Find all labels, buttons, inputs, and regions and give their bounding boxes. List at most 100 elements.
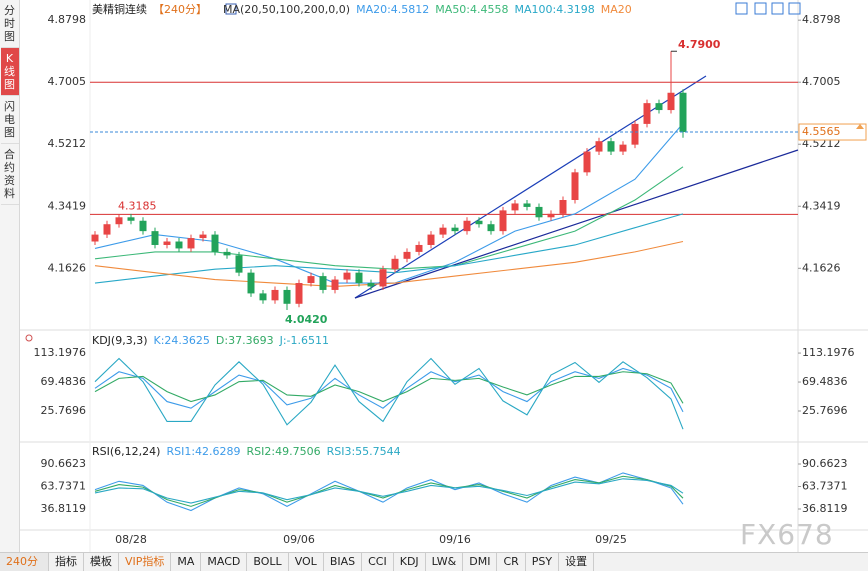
toolbar-tab[interactable]: KDJ [394,553,426,571]
y-tick-label: 4.7005 [48,75,87,88]
candle-body [523,203,531,207]
candle-body [151,231,159,245]
candle-body [115,217,123,225]
toolbar-tab[interactable]: CR [497,553,526,571]
candle-body [535,206,543,218]
candle-body [415,244,423,252]
indicator-line [94,472,684,512]
y-tick-label: 4.8798 [48,13,87,26]
candle-body [451,227,459,232]
legend-entry: RSI3:55.7544 [327,445,401,458]
chart-title: 美精铜连续 [92,2,147,16]
side-tab[interactable]: 闪电图 [0,96,19,144]
low-label: 4.0420 [285,313,328,326]
legend-entry: D:37.3693 [216,334,274,347]
toolbar-tab[interactable]: DMI [463,553,498,571]
toolbar-tab[interactable]: PSY [526,553,560,571]
icon-button[interactable] [735,2,748,15]
candle-body [619,144,627,152]
candle-body [295,283,303,304]
indicator-icon[interactable] [225,3,237,15]
y-tick-label: 36.8119 [41,502,87,515]
candle-body [391,258,399,270]
candle-body [403,251,411,259]
y-tick-label: 25.7696 [802,404,848,417]
toolbar-tab[interactable]: VIP指标 [119,553,172,571]
candle-body [427,234,435,245]
toolbar-tab[interactable]: 指标 [49,553,84,571]
candle-body [163,241,171,245]
candle-body [571,172,579,200]
y-tick-label: 69.4836 [41,375,87,388]
indicator-label: MA(20,50,100,200,0,0) [223,3,350,16]
y-tick-label: 25.7696 [41,404,87,417]
y-tick-label: 113.1976 [802,346,855,359]
legend-entry: MA50:4.4558 [435,3,508,16]
y-tick-label: 90.6623 [802,457,848,470]
side-tab[interactable]: 合约资料 [0,144,19,205]
toolbar-tab[interactable]: BOLL [247,553,289,571]
candle-body [331,279,339,290]
y-tick-label: 113.1976 [34,346,87,359]
toolbar-tab[interactable]: 设置 [559,553,595,571]
candle-body [499,210,507,232]
candle-body [223,251,231,256]
candle-body [91,234,99,242]
candle-body [355,272,363,284]
y-tick-label: 90.6623 [41,457,87,470]
trend-line[interactable] [354,149,799,299]
y-tick-label: 63.7371 [41,480,87,493]
legend-entry: MA20:4.5812 [356,3,429,16]
candle-body [487,224,495,232]
y-tick-label: 36.8119 [802,502,848,515]
candle-body [283,289,291,304]
icon-button[interactable] [771,2,784,15]
candle-body [235,255,243,273]
toolbar-tab[interactable]: VOL [289,553,324,571]
candle-body [631,123,639,145]
candle-body [247,272,255,294]
icon-button[interactable] [754,2,767,15]
toolbar-tab[interactable]: MA [171,553,202,571]
last-price-marker [856,124,864,130]
candle-body [511,203,519,211]
toolbar-tab[interactable]: 模板 [84,553,119,571]
candle-body [343,272,351,280]
x-tick-label: 09/25 [595,533,627,546]
toolbar-tab[interactable]: LW& [426,553,464,571]
legend-entry: MA20 [601,3,632,16]
y-tick-label: 63.7371 [802,480,848,493]
candle-body [475,220,483,225]
legend-entry: MA100:4.3198 [515,3,595,16]
toolbar-tab[interactable]: BIAS [324,553,363,571]
period-select[interactable]: 240分 [0,553,49,571]
candle-body [127,217,135,221]
candle-body [199,234,207,239]
side-tab[interactable]: K线图 [0,48,19,96]
side-tab[interactable]: 分时图 [0,0,19,48]
candle-body [439,227,447,235]
high-label: 4.7900 [678,38,721,51]
y-tick-label: 69.4836 [802,375,848,388]
toolbar-tab[interactable]: CCI [362,553,394,571]
toolbar-tab[interactable]: MACD [201,553,248,571]
y-tick-label: 4.3419 [802,199,841,212]
candle-body [379,269,387,287]
watermark: FX678 [740,518,834,551]
y-tick-label: 4.1626 [48,261,87,274]
candle-body [667,92,675,111]
icon-button[interactable] [788,2,801,15]
candle-body [175,241,183,249]
candle-body [583,151,591,173]
legend-entry: K:24.3625 [154,334,210,347]
settings-icon[interactable] [25,334,33,342]
candle-body [463,220,471,232]
candle-body [595,141,603,152]
last-price-label: 4.5565 [802,125,841,138]
candle-body [139,220,147,232]
candle-body [103,224,111,235]
candle-body [547,213,555,218]
